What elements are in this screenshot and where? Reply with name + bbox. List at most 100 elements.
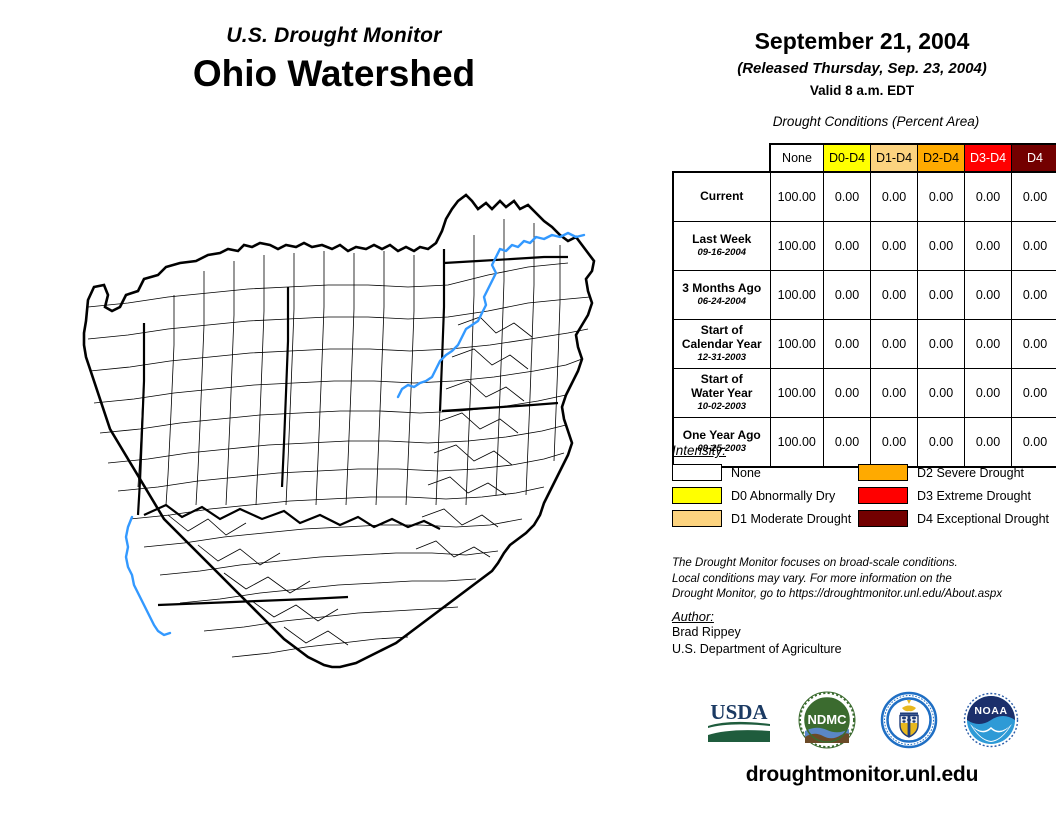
county-boundaries	[87, 219, 591, 658]
column-header-none: None	[769, 143, 824, 173]
title-block: U.S. Drought Monitor Ohio Watershed	[0, 24, 668, 96]
legend-item-d4: D4 Exceptional Drought	[858, 510, 1052, 527]
row-label-text: 3 Months Ago	[682, 281, 762, 296]
date-block: September 21, 2004 (Released Thursday, S…	[668, 0, 1056, 98]
column-header-d1d4: D1-D4	[870, 143, 918, 173]
usda-logo-text: USDA	[710, 700, 768, 724]
disclaimer-line-3: Drought Monitor, go to https://droughtmo…	[672, 588, 1003, 601]
cell-3-months-d2d4: 0.00	[917, 270, 965, 320]
row-label-current: Current	[672, 171, 771, 222]
swatch-d1-icon	[672, 510, 722, 527]
cell-3-months-d0d4: 0.00	[823, 270, 871, 320]
table-caption: Drought Conditions (Percent Area)	[772, 114, 980, 130]
river-lines	[124, 231, 586, 637]
cell-last-week-d1d4: 0.00	[870, 221, 918, 271]
swatch-d0-icon	[672, 487, 722, 504]
intensity-legend: Intensity: None D2 Severe Drought D0 Abn…	[672, 443, 1052, 527]
legend-label-d4: D4 Exceptional Drought	[917, 511, 1050, 526]
cell-last-week-d4: 0.00	[1011, 221, 1056, 271]
cell-cal-year-d3d4: 0.00	[964, 319, 1012, 369]
legend-label-d0: D0 Abnormally Dry	[731, 488, 836, 503]
state-boundaries	[136, 249, 568, 607]
cell-cal-year-d4: 0.00	[1011, 319, 1056, 369]
swatch-d2-icon	[858, 464, 908, 481]
watershed-fill	[84, 195, 594, 667]
row-label-date: 09-16-2004	[697, 246, 747, 258]
table-corner-cell	[673, 144, 770, 172]
row-label-start-calendar-year: Start of Calendar Year 12-31-2003	[672, 319, 771, 369]
cell-3-months-d4: 0.00	[1011, 270, 1056, 320]
row-label-text: One Year Ago	[682, 428, 761, 443]
cell-cal-year-d2d4: 0.00	[917, 319, 965, 369]
author-affiliation: U.S. Department of Agriculture	[672, 641, 842, 656]
row-label-date: 06-24-2004	[697, 295, 747, 307]
author-name: Brad Rippey	[672, 625, 741, 639]
table-body: Current 100.00 0.00 0.00 0.00 0.00 0.00 …	[672, 171, 1056, 468]
row-label-text: Current	[700, 189, 744, 204]
column-header-d4: D4	[1011, 143, 1056, 173]
row-label-date: 09-25-2003	[697, 442, 747, 454]
cell-current-none: 100.00	[769, 171, 824, 222]
legend-item-d0: D0 Abnormally Dry	[672, 487, 858, 504]
legend-grid: None D2 Severe Drought D0 Abnormally Dry…	[672, 464, 1052, 527]
table-header-row: None D0-D4 D1-D4 D2-D4 D3-D4 D4	[673, 143, 1056, 173]
issue-date: September 21, 2004	[754, 28, 970, 54]
cell-current-d4: 0.00	[1011, 171, 1056, 222]
cell-water-year-d1d4: 0.00	[870, 368, 918, 418]
cell-last-week-d3d4: 0.00	[964, 221, 1012, 271]
row-label-text: Start of Calendar Year	[681, 323, 762, 352]
cell-one-year-d3d4: 0.00	[964, 417, 1012, 468]
drought-map	[48, 175, 668, 695]
row-label-start-water-year: Start of Water Year 10-02-2003	[672, 368, 771, 418]
cell-water-year-d3d4: 0.00	[964, 368, 1012, 418]
swatch-d4-icon	[858, 510, 908, 527]
drought-conditions-table: None D0-D4 D1-D4 D2-D4 D3-D4 D4 Current …	[672, 143, 1056, 468]
cell-water-year-d4: 0.00	[1011, 368, 1056, 418]
row-label-last-week: Last Week 09-16-2004	[672, 221, 771, 271]
cell-3-months-none: 100.00	[769, 270, 824, 320]
commerce-seal	[880, 691, 938, 749]
page-title: Ohio Watershed	[192, 53, 476, 95]
cell-water-year-none: 100.00	[769, 368, 824, 418]
cell-one-year-d1d4: 0.00	[870, 417, 918, 468]
valid-time: Valid 8 a.m. EDT	[809, 83, 915, 99]
row-label-date: 10-02-2003	[697, 400, 747, 412]
swatch-none-icon	[672, 464, 722, 481]
author-block: Author: Brad Rippey U.S. Department of A…	[672, 609, 1052, 658]
cell-current-d2d4: 0.00	[917, 171, 965, 222]
watershed-outline	[82, 193, 596, 669]
author-heading: Author:	[672, 609, 714, 624]
row-label-text: Last Week	[692, 232, 752, 247]
legend-item-none: None	[672, 464, 858, 481]
legend-label-none: None	[731, 465, 761, 480]
table-row: 3 Months Ago 06-24-2004 100.00 0.00 0.00…	[672, 270, 1056, 320]
info-panel: September 21, 2004 (Released Thursday, S…	[668, 0, 1056, 816]
noaa-logo-text: NOAA	[974, 705, 1007, 717]
cell-one-year-d2d4: 0.00	[917, 417, 965, 468]
intensity-heading: Intensity:	[672, 443, 727, 458]
cell-3-months-d1d4: 0.00	[870, 270, 918, 320]
table-header: None D0-D4 D1-D4 D2-D4 D3-D4 D4	[673, 143, 1056, 173]
legend-label-d1: D1 Moderate Drought	[731, 511, 852, 526]
disclaimer-line-1: The Drought Monitor focuses on broad-sca…	[672, 557, 958, 569]
cell-water-year-d0d4: 0.00	[823, 368, 871, 418]
table-row: One Year Ago 09-25-2003 100.00 0.00 0.00…	[672, 417, 1056, 468]
row-label-date: 12-31-2003	[697, 351, 747, 363]
cell-cal-year-d0d4: 0.00	[823, 319, 871, 369]
release-date: (Released Thursday, Sep. 23, 2004)	[737, 60, 987, 78]
ndmc-logo: NDMC	[798, 691, 856, 749]
site-url[interactable]: droughtmonitor.unl.edu	[745, 763, 979, 786]
cell-one-year-none: 100.00	[769, 417, 824, 468]
column-header-d3d4: D3-D4	[964, 143, 1012, 173]
column-header-d0d4: D0-D4	[823, 143, 871, 173]
swatch-d3-icon	[858, 487, 908, 504]
program-title: U.S. Drought Monitor	[226, 24, 442, 47]
cell-3-months-d3d4: 0.00	[964, 270, 1012, 320]
noaa-logo: NOAA	[963, 692, 1019, 748]
cell-current-d0d4: 0.00	[823, 171, 871, 222]
table-row: Start of Water Year 10-02-2003 100.00 0.0…	[672, 368, 1056, 418]
cell-current-d3d4: 0.00	[964, 171, 1012, 222]
ndmc-logo-text: NDMC	[808, 712, 848, 727]
row-label-3-months-ago: 3 Months Ago 06-24-2004	[672, 270, 771, 320]
cell-cal-year-none: 100.00	[769, 319, 824, 369]
